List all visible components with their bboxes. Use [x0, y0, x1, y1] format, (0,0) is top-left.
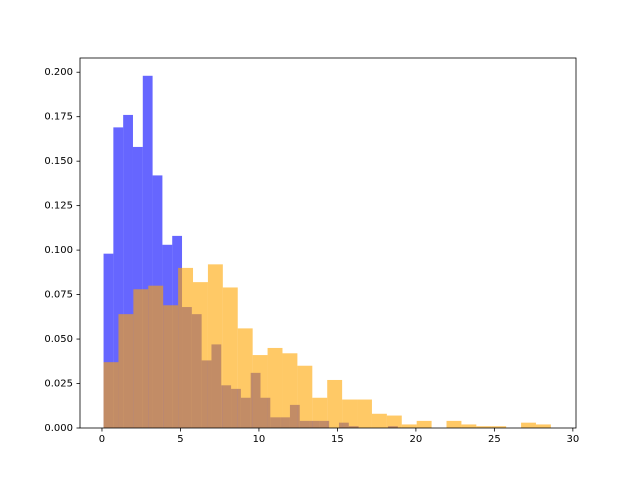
- histogram-bar: [521, 422, 536, 428]
- histogram-bar: [163, 305, 179, 428]
- histogram-bar: [535, 424, 551, 428]
- histogram-bar: [193, 282, 208, 428]
- histogram-bar: [476, 426, 492, 428]
- histogram-bar: [207, 264, 223, 428]
- histogram-bar: [312, 397, 328, 428]
- histogram-bar: [357, 399, 372, 428]
- y-tick-label: 0.050: [44, 334, 73, 345]
- x-tick-label: 10: [253, 434, 266, 445]
- histogram-bar: [142, 75, 153, 429]
- x-tick-label: 25: [488, 434, 501, 445]
- histogram-bar: [178, 267, 194, 428]
- histogram-bar: [446, 420, 462, 428]
- histogram-bar: [297, 365, 313, 428]
- y-tick-label: 0.100: [44, 245, 73, 256]
- histogram-bar: [371, 413, 387, 428]
- histogram-bar: [222, 287, 238, 428]
- histogram-bar: [386, 415, 402, 428]
- histogram-bar: [416, 420, 432, 428]
- x-tick-label: 0: [99, 434, 105, 445]
- y-tick-label: 0.125: [44, 201, 73, 212]
- histogram-bar: [461, 424, 477, 428]
- x-tick-label: 5: [177, 434, 183, 445]
- y-tick-label: 0.000: [44, 423, 73, 434]
- histogram-bar: [401, 424, 417, 428]
- y-tick-label: 0.200: [44, 67, 73, 78]
- x-tick-label: 15: [331, 434, 344, 445]
- y-tick-label: 0.175: [44, 112, 73, 123]
- histogram-bar: [237, 328, 253, 428]
- histogram-bar: [282, 353, 298, 428]
- histogram-bar: [327, 379, 343, 428]
- histogram-bar: [148, 285, 164, 428]
- histogram-bar: [113, 127, 124, 428]
- plot-frame: [79, 57, 577, 429]
- histogram-bar: [132, 146, 143, 428]
- y-tick-label: 0.025: [44, 379, 73, 390]
- histogram-bar: [123, 114, 133, 428]
- histogram-bar: [342, 399, 358, 428]
- histogram-bar: [118, 314, 134, 428]
- x-tick-label: 20: [410, 434, 423, 445]
- histogram-bar: [252, 355, 268, 428]
- histogram-bar: [491, 426, 507, 428]
- histogram-bar: [267, 347, 283, 428]
- x-tick-label: 30: [566, 434, 579, 445]
- histogram-bar: [103, 362, 119, 428]
- histogram-bar: [133, 289, 149, 428]
- y-tick-label: 0.150: [44, 156, 73, 167]
- histogram-bar: [103, 253, 114, 428]
- y-tick-label: 0.075: [44, 290, 73, 301]
